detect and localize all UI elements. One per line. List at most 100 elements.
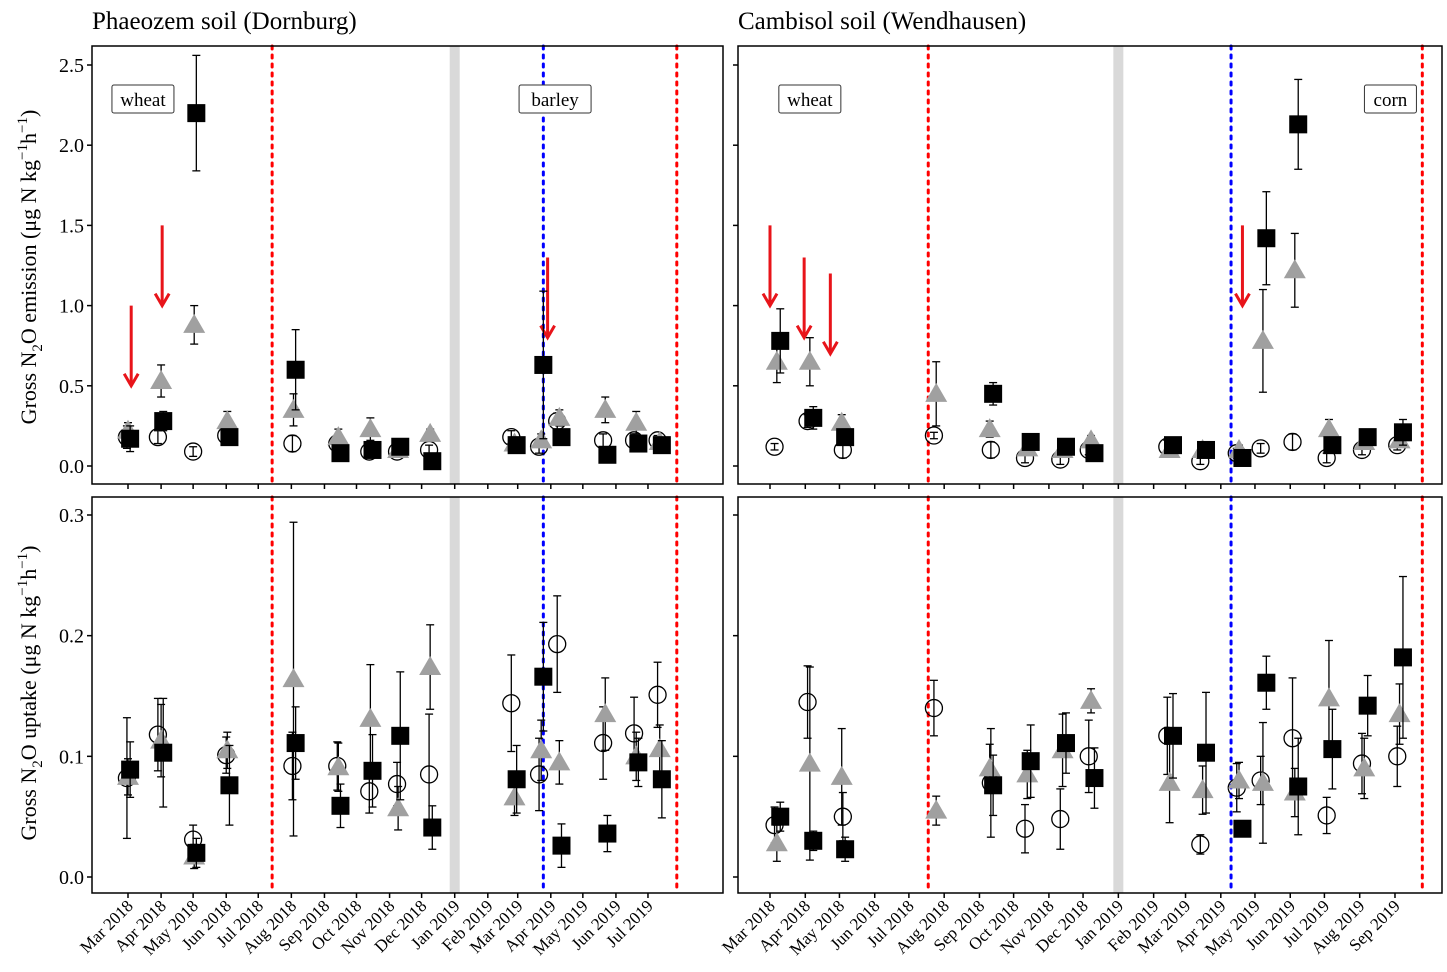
circle-point <box>924 426 944 445</box>
crop-label-text: wheat <box>120 90 166 111</box>
square-point <box>1021 432 1040 451</box>
square-point <box>1197 691 1216 814</box>
triangle-point <box>1191 765 1214 815</box>
open-circle-marker <box>765 437 784 456</box>
black-square-marker <box>286 734 305 753</box>
square-point <box>1393 575 1412 739</box>
grey-triangle-marker <box>594 398 617 418</box>
grey-triangle-marker <box>216 739 239 759</box>
grey-triangle-marker <box>282 668 305 688</box>
black-square-marker <box>629 434 648 453</box>
black-square-marker <box>154 412 173 431</box>
crop-label-box <box>778 84 842 114</box>
black-square-marker <box>804 408 823 427</box>
square-point <box>1289 78 1308 170</box>
grey-triangle-marker <box>830 411 853 431</box>
triangle-point <box>1228 761 1251 800</box>
y-tick-label: 0.1 <box>59 746 84 768</box>
open-circle-marker <box>981 440 1001 460</box>
circle-point <box>833 791 853 842</box>
open-circle-marker <box>502 694 521 713</box>
crop-label-text: wheat <box>787 90 833 111</box>
triangle-point <box>419 624 442 710</box>
grey-triangle-marker <box>1228 769 1251 789</box>
triangle-point <box>830 411 853 432</box>
square-point <box>507 436 526 455</box>
grey-triangle-marker <box>1251 771 1274 791</box>
grey-triangle-marker <box>327 426 350 446</box>
square-point <box>1085 444 1104 463</box>
fertilization-arrow <box>795 257 813 341</box>
triangle-point <box>1317 639 1340 757</box>
circle-point <box>502 654 521 753</box>
square-point <box>220 428 239 447</box>
grey-triangle-marker <box>978 418 1001 438</box>
grey-triangle-marker <box>548 751 571 771</box>
square-point <box>1085 747 1104 809</box>
square-point <box>629 434 648 453</box>
grey-triangle-marker <box>765 832 788 852</box>
black-square-marker <box>804 831 823 850</box>
black-square-marker <box>363 440 382 459</box>
grey-triangle-marker <box>1283 259 1306 279</box>
panel-frame <box>737 45 1443 485</box>
grey-triangle-marker <box>216 410 239 430</box>
grey-triangle-marker <box>925 799 948 819</box>
black-square-marker <box>331 444 350 463</box>
triangle-point <box>548 739 571 785</box>
black-square-marker <box>507 770 526 789</box>
black-square-marker <box>1289 115 1308 134</box>
black-square-marker <box>1393 423 1412 442</box>
triangle-point <box>1317 418 1340 440</box>
square-point <box>1289 737 1308 836</box>
open-circle-marker <box>924 426 944 445</box>
grey-triangle-marker <box>419 422 442 442</box>
black-square-marker <box>1358 428 1377 447</box>
square-point <box>1163 692 1182 779</box>
open-circle-marker <box>387 774 407 794</box>
triangle-point <box>150 703 173 778</box>
triangle-point <box>830 727 853 826</box>
square-point <box>1021 724 1040 799</box>
grey-triangle-marker <box>594 703 617 723</box>
triangle-point <box>150 364 173 398</box>
square-point <box>1056 437 1075 456</box>
square-point <box>220 744 239 826</box>
triangle-point <box>419 422 442 442</box>
fertilization-arrow <box>822 273 839 357</box>
crop-label-barley: barley <box>518 84 592 114</box>
triangle-point <box>1080 688 1103 714</box>
square-point <box>652 436 671 455</box>
triangle-point <box>978 418 1001 438</box>
ylabel-emission: Gross N2O emission (μg N kg−1h−1) <box>15 110 46 425</box>
circle-point <box>1317 796 1336 835</box>
square-point <box>1233 819 1252 838</box>
circle-point <box>765 437 784 456</box>
black-square-marker <box>1323 436 1342 455</box>
triangle-point <box>548 406 571 427</box>
triangle-point <box>530 719 553 782</box>
grey-triangle-marker <box>530 739 553 759</box>
y-tick-label: 1.0 <box>59 296 84 318</box>
black-square-marker <box>598 824 617 843</box>
panel-phaeozem-emission: 0.0 0.5 1.0 1.5 2.0 2.5 wheat barley <box>59 44 724 489</box>
arrow-head <box>1234 292 1251 309</box>
black-square-marker <box>534 667 553 686</box>
grey-triangle-marker <box>1080 689 1103 709</box>
square-point <box>1163 436 1182 455</box>
open-circle-marker <box>548 634 567 654</box>
black-square-marker <box>121 429 140 448</box>
triangle-point <box>594 396 617 424</box>
square-point <box>391 437 410 456</box>
crop-label-text: corn <box>1374 90 1408 111</box>
open-circle-marker <box>624 724 644 743</box>
y-tick-label: 0.0 <box>59 867 84 889</box>
grey-triangle-marker <box>798 752 821 772</box>
triangle-point <box>1251 721 1274 844</box>
black-square-marker <box>423 818 442 837</box>
triangle-point <box>183 304 206 345</box>
panel-cambisol-emission: wheat corn <box>733 44 1443 489</box>
black-square-marker <box>552 836 571 855</box>
open-circle-marker <box>529 765 549 784</box>
y-tick-label: 0.3 <box>59 505 84 527</box>
